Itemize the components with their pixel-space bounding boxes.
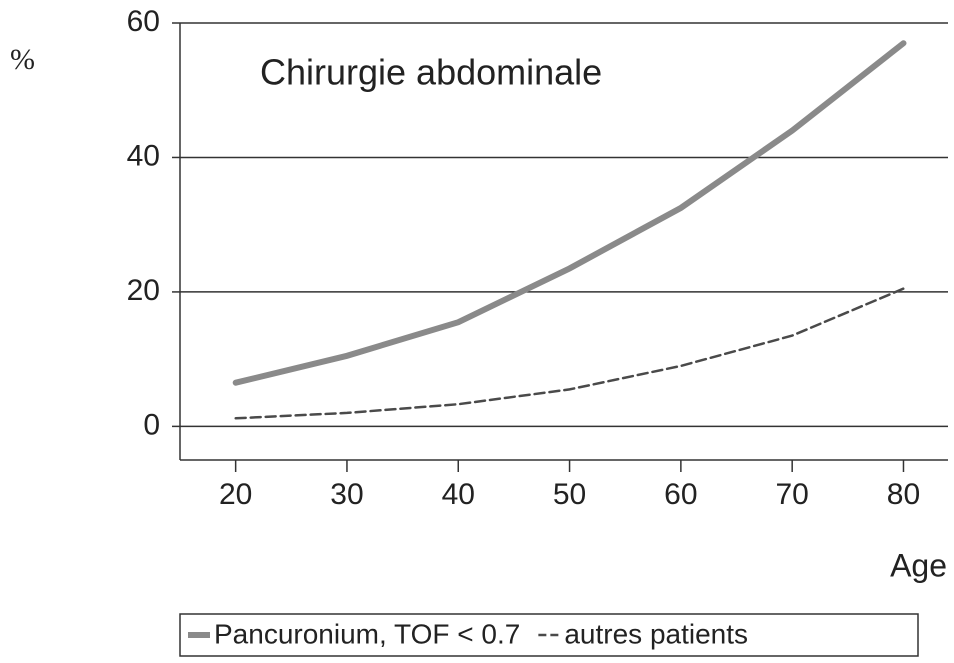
x-tick-label: 70 [775,478,808,511]
x-tick-label: 20 [219,478,252,511]
legend-label: Pancuronium, TOF < 0.7 [214,618,520,649]
line-series [234,287,905,420]
y-tick-label: 0 [143,408,160,441]
y-tick-label: 60 [127,5,160,38]
x-tick-label: 50 [553,478,586,511]
legend-box [179,613,919,657]
x-tick-label: 60 [664,478,697,511]
y-tick-label: 40 [127,139,160,172]
line-series [232,40,907,386]
y-tick-label: 20 [127,274,160,307]
x-axis-label: Age [890,547,947,583]
x-tick-label: 40 [442,478,475,511]
x-tick-label: 80 [887,478,920,511]
y-axis-label: % [10,43,35,76]
x-tick-label: 30 [330,478,363,511]
annotation: Chirurgie abdominale [260,52,602,93]
legend: Pancuronium, TOF < 0.7 autres patients [179,613,919,657]
legend-label: autres patients [564,618,748,649]
